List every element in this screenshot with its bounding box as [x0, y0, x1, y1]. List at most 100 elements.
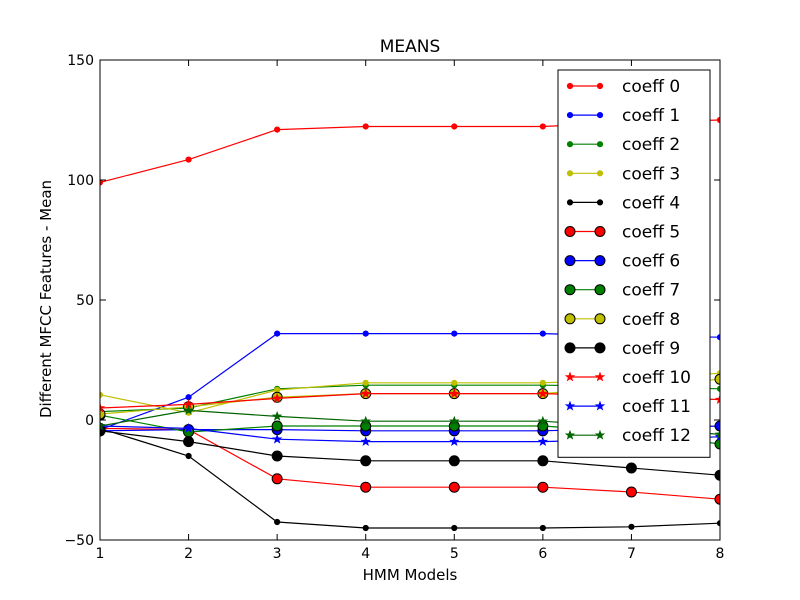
data-point [714, 493, 720, 505]
legend-entry: coeff 5 [564, 223, 680, 243]
legend: coeff 0 coeff 1 coeff 2 coeff 3 coeff 4 coeff… [557, 69, 711, 458]
data-point [185, 156, 192, 163]
legend-entry: coeff 11 [564, 397, 691, 417]
data-point [100, 420, 106, 431]
data-point [714, 438, 720, 450]
legend-marker [566, 141, 574, 148]
data-point [714, 420, 720, 432]
legend-marker [596, 141, 604, 148]
data-point [360, 388, 371, 399]
data-point [360, 481, 372, 493]
legend-marker [564, 429, 576, 440]
legend-label: coeff 7 [622, 281, 680, 301]
data-point [716, 116, 720, 124]
legend-marker [596, 199, 604, 206]
data-point [449, 388, 460, 399]
data-point [714, 373, 720, 385]
legend-marker [596, 170, 604, 177]
legend-marker [566, 170, 574, 177]
legend-label: coeff 4 [622, 193, 680, 213]
legend-entry: coeff 12 [564, 426, 691, 446]
data-point [714, 428, 720, 439]
legend-entry: coeff 10 [564, 368, 691, 388]
legend-marker [566, 82, 574, 90]
legend-entry: coeff 9 [564, 339, 680, 359]
legend-entry: coeff 8 [564, 310, 680, 330]
legend-label: coeff 10 [622, 368, 691, 388]
legend-marker [564, 371, 576, 382]
data-point [271, 410, 283, 421]
legend-entry: coeff 6 [564, 252, 680, 272]
legend-marker [596, 112, 604, 119]
legend-label: coeff 2 [622, 135, 680, 155]
data-point [539, 123, 546, 130]
legend-entry: coeff 0 [566, 77, 680, 97]
legend-entry: coeff 7 [564, 281, 680, 301]
legend-entry: coeff 4 [566, 193, 680, 213]
data-point [714, 394, 720, 405]
x-tick-label: 8 [716, 546, 725, 562]
data-point [537, 436, 549, 447]
data-point [362, 123, 369, 130]
data-point [271, 473, 283, 485]
legend-marker [594, 371, 606, 382]
data-point [539, 524, 546, 532]
legend-marker [566, 199, 574, 206]
data-point [183, 436, 195, 448]
data-point [537, 388, 549, 399]
data-point [183, 422, 194, 433]
legend-marker [594, 429, 606, 440]
legend-label: coeff 8 [622, 310, 680, 330]
data-point [628, 523, 635, 530]
legend-label: coeff 12 [622, 426, 691, 446]
data-point [449, 415, 460, 426]
data-point [716, 520, 720, 527]
data-point [451, 123, 458, 130]
legend-marker [564, 313, 576, 325]
legend-label: coeff 5 [622, 223, 680, 243]
data-point [185, 452, 192, 460]
x-tick-label: 4 [361, 546, 370, 562]
series-line [100, 427, 720, 500]
data-point [449, 436, 460, 447]
legend-marker [594, 226, 606, 237]
data-point [271, 420, 283, 432]
series-line [100, 427, 720, 529]
x-tick-label: 7 [627, 546, 636, 562]
y-tick-label: 150 [67, 53, 94, 69]
legend-marker [564, 255, 576, 267]
legend-label: coeff 11 [622, 397, 691, 417]
data-point [360, 455, 372, 467]
data-point [448, 481, 460, 493]
x-axis-label: HMM Models [363, 566, 458, 584]
data-point [362, 379, 369, 386]
data-point [274, 126, 281, 133]
y-axis-label: Different MFCC Features - Mean [37, 180, 55, 418]
data-point [625, 486, 637, 498]
data-point [183, 404, 194, 415]
data-point [360, 436, 371, 447]
x-tick-label: 3 [273, 546, 282, 562]
data-point [539, 379, 546, 386]
chart-title: MEANS [380, 37, 441, 57]
x-tick-label: 1 [96, 546, 105, 562]
legend-label: coeff 3 [622, 164, 680, 184]
data-point [537, 415, 549, 426]
data-point [271, 450, 283, 462]
data-point [274, 330, 281, 337]
data-point [714, 469, 720, 481]
axis-ticks: 1 2 3 4 5 6 7 8 −50 0 50 100 150 [64, 53, 724, 562]
y-tick-label: 50 [76, 293, 94, 309]
legend-marker [594, 342, 606, 354]
legend-marker [566, 112, 574, 119]
data-point [539, 330, 546, 337]
data-point [362, 330, 369, 337]
legend-box [557, 69, 711, 458]
legend-marker [564, 342, 576, 354]
data-point [537, 481, 549, 493]
data-point [448, 455, 460, 467]
series-line [100, 430, 720, 476]
legend-entry: coeff 2 [566, 135, 680, 155]
data-point [537, 455, 549, 467]
data-point [451, 524, 458, 532]
